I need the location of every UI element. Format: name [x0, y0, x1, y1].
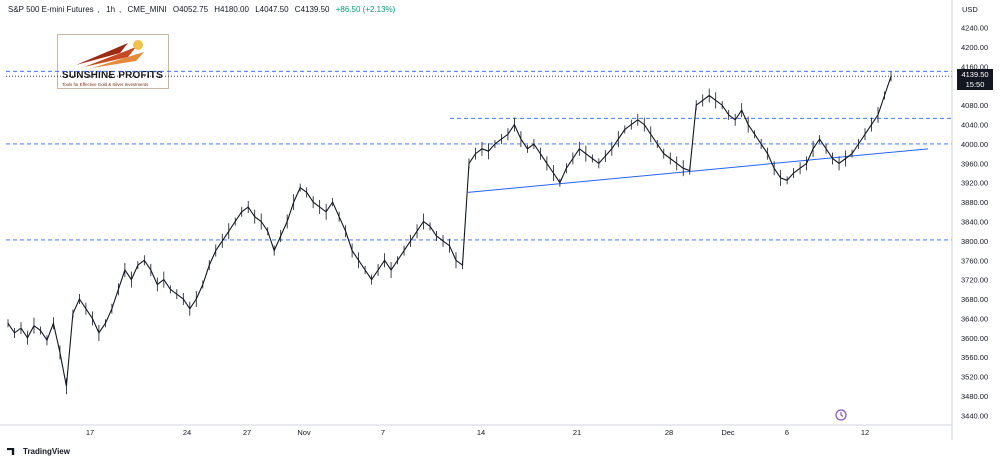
price-tick-label: 3760.00: [961, 256, 988, 265]
chart-header: S&P 500 E-mini Futures, 1h, CME_MINI O40…: [8, 5, 396, 14]
tradingview-label: TradingView: [23, 447, 70, 456]
price-axis: 4240.004200.004160.004120.004080.004040.…: [961, 24, 988, 421]
trendline-layer: [467, 148, 929, 193]
change-value: +86.50 (+2.13%): [335, 5, 396, 14]
price-tick-label: 4160.00: [961, 62, 988, 71]
tradingview-brand[interactable]: TradingView: [7, 447, 70, 456]
exchange-label: CME_MINI: [127, 5, 167, 14]
sunshine-profits-logo: SUNSHINE PROFITS Tools for Effective Gol…: [57, 34, 169, 89]
price-tick-label: 4080.00: [961, 101, 988, 110]
price-tick-label: 3560.00: [961, 353, 988, 362]
price-tick-label: 3720.00: [961, 276, 988, 285]
price-tick-label: 4040.00: [961, 121, 988, 130]
time-tick-label: 28: [665, 428, 673, 437]
price-tick-label: 3520.00: [961, 373, 988, 382]
low-value: L4047.50: [255, 5, 289, 14]
price-tick-label: 3920.00: [961, 179, 988, 188]
logo-swoosh-icon: [76, 40, 144, 68]
price-tick-label: 3800.00: [961, 237, 988, 246]
time-tick-label: Dec: [721, 428, 735, 437]
time-tick-label: Nov: [297, 428, 311, 437]
time-tick-label: 24: [183, 428, 191, 437]
time-tick-label: 17: [86, 428, 94, 437]
currency-label: USD: [962, 5, 978, 14]
price-tick-label: 3880.00: [961, 198, 988, 207]
interval-label[interactable]: 1h: [106, 5, 116, 14]
trendline[interactable]: [467, 148, 929, 193]
bar-countdown: 15:50: [965, 80, 985, 89]
price-tick-label: 4000.00: [961, 140, 988, 149]
last-price-label: 4139.50 15:50: [957, 69, 993, 90]
time-axis: 17 24 27 Nov 7 14 21 28 Dec 6 12: [86, 428, 869, 437]
price-tick-label: 4200.00: [961, 43, 988, 52]
price-tick-label: 3600.00: [961, 334, 988, 343]
open-value: O4052.75: [172, 5, 209, 14]
time-tick-label: 6: [785, 428, 789, 437]
price-tick-label: 3440.00: [961, 411, 988, 420]
logo-name: SUNSHINE PROFITS: [62, 70, 163, 81]
time-tick-label: 21: [573, 428, 581, 437]
symbol-name[interactable]: S&P 500 E-mini Futures: [8, 5, 94, 14]
price-series-line: [7, 76, 892, 387]
high-value: H4180.00: [214, 5, 249, 14]
price-tick-label: 3680.00: [961, 295, 988, 304]
replay-icon[interactable]: [835, 409, 847, 421]
logo-tagline: Tools for Effective Gold & Silver Invest…: [62, 82, 149, 87]
price-tick-label: 3480.00: [961, 392, 988, 401]
price-tick-label: 3840.00: [961, 218, 988, 227]
last-price-value: 4139.50: [961, 70, 989, 79]
price-tick-label: 4240.00: [961, 24, 988, 33]
tradingview-logo-icon: [7, 448, 15, 455]
price-series: [7, 71, 892, 395]
close-value: C4139.50: [294, 5, 330, 14]
horizontal-levels: [6, 70, 952, 241]
time-tick-label: 27: [243, 428, 251, 437]
time-tick-label: 14: [477, 428, 485, 437]
time-tick-label: 12: [861, 428, 869, 437]
time-tick-label: 7: [381, 428, 385, 437]
price-tick-label: 3640.00: [961, 314, 988, 323]
price-tick-label: 3960.00: [961, 159, 988, 168]
